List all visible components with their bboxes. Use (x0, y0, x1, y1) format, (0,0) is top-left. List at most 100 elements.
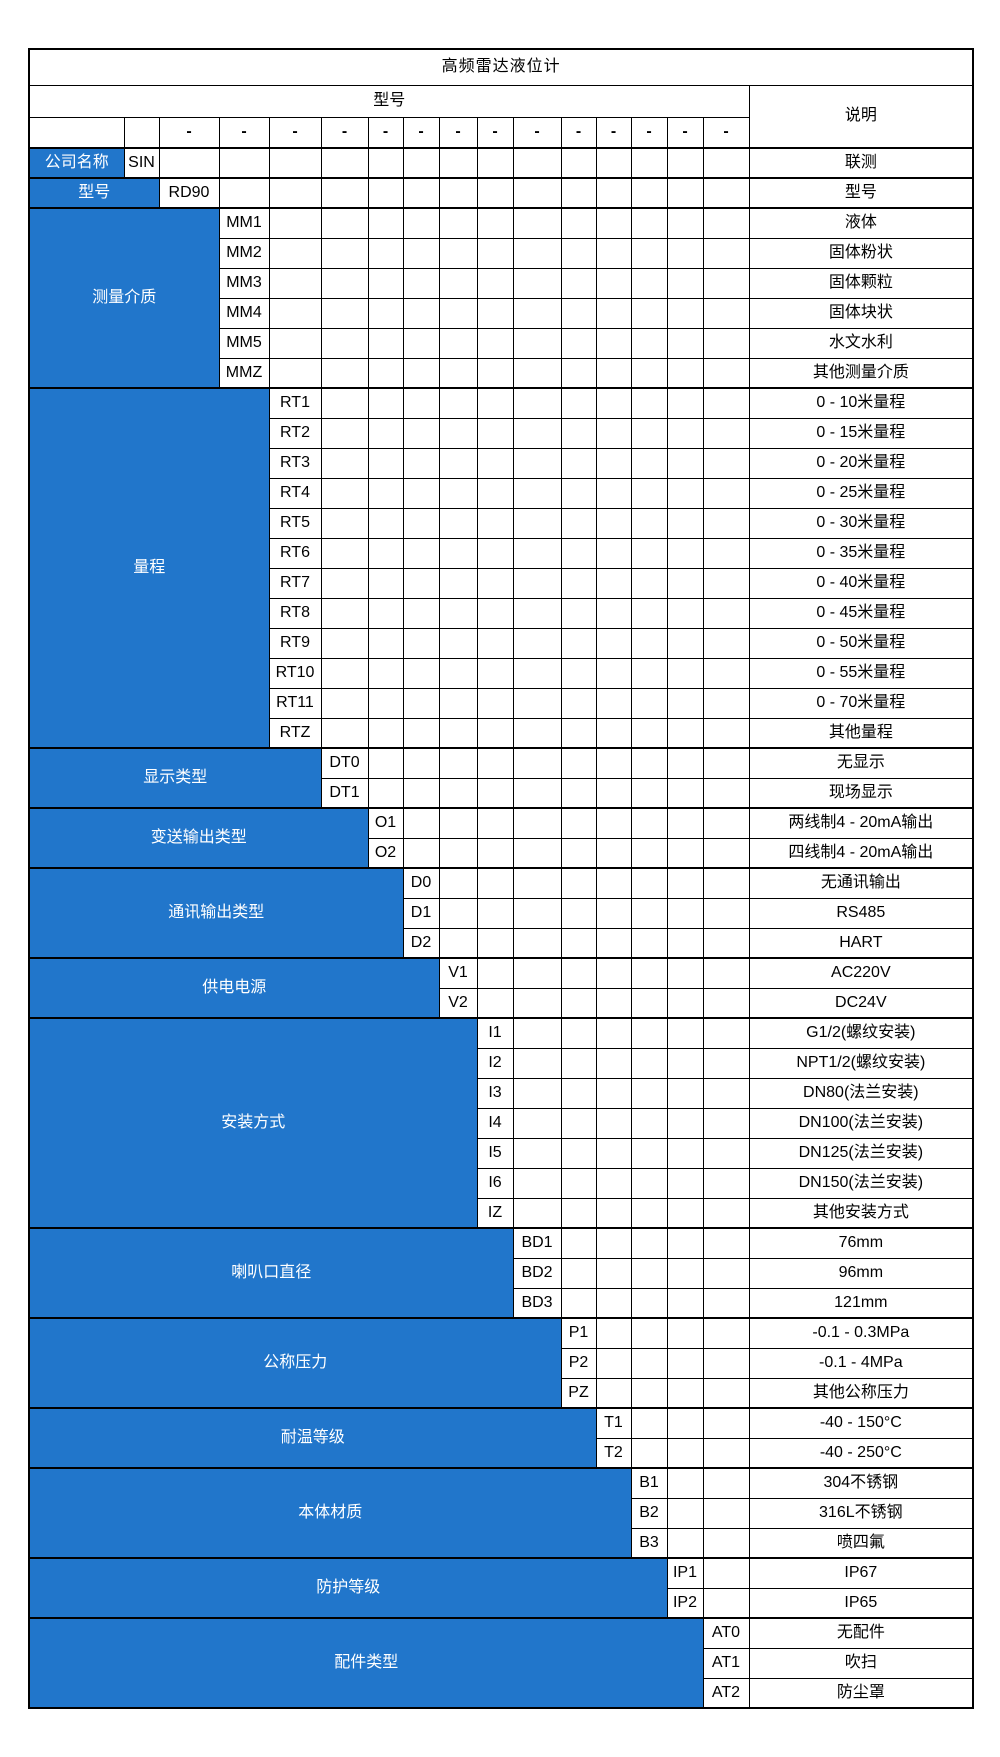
empty-grid-cell (512, 177, 562, 209)
option-code-cell: O2 (367, 837, 404, 869)
option-description-cell: -40 - 150°C (748, 1407, 974, 1439)
empty-grid-cell (630, 537, 668, 569)
empty-grid-cell (595, 357, 632, 389)
option-code-cell: I5 (476, 1137, 514, 1169)
option-description-cell: 固体粉状 (748, 237, 974, 269)
empty-grid-cell (268, 297, 322, 329)
empty-grid-cell (402, 357, 440, 389)
option-code-cell: P2 (560, 1347, 597, 1379)
category-cell: 量程 (28, 387, 270, 749)
option-code-cell: RT5 (268, 507, 322, 539)
title-row: 高频雷达液位计 (28, 48, 974, 86)
empty-grid-cell (702, 657, 750, 689)
empty-grid-cell (595, 777, 632, 809)
option-row: RT10 0 - 55米量程 (29, 657, 974, 689)
empty-grid-cell (666, 1347, 704, 1379)
option-row: IZ 其他安装方式 (29, 1197, 974, 1229)
empty-grid-cell (666, 957, 704, 989)
empty-grid-cell (367, 597, 404, 629)
empty-grid-cell (367, 567, 404, 599)
dash-separator-cell: - (268, 116, 322, 149)
empty-grid-cell (402, 597, 440, 629)
option-row: 公司名称 SIN 联测 (28, 147, 974, 179)
empty-grid-cell (402, 507, 440, 539)
empty-grid-cell (320, 687, 369, 719)
empty-grid-cell (630, 657, 668, 689)
empty-grid-cell (476, 687, 514, 719)
dash-separator-cell: - (560, 116, 597, 149)
dash-empty-cell (28, 116, 125, 149)
empty-grid-cell (595, 1257, 632, 1289)
empty-grid-cell (595, 1377, 632, 1409)
empty-grid-cell (512, 657, 562, 689)
empty-grid-cell (512, 1197, 562, 1229)
option-row: RT11 0 - 70米量程 (29, 687, 974, 719)
option-description-cell: NPT1/2(螺纹安装) (748, 1047, 974, 1079)
option-description-cell: IP65 (748, 1587, 974, 1619)
option-code-cell: B2 (630, 1497, 668, 1529)
empty-grid-cell (560, 147, 597, 179)
empty-grid-cell (702, 1077, 750, 1109)
empty-grid-cell (666, 537, 704, 569)
empty-grid-cell (438, 927, 478, 959)
option-row: 显示类型 DT0 无显示 (28, 747, 974, 809)
empty-grid-cell (702, 1587, 750, 1619)
option-code-cell: RT9 (268, 627, 322, 659)
empty-grid-cell (666, 897, 704, 929)
empty-grid-cell (367, 507, 404, 539)
empty-grid-cell (402, 147, 440, 179)
option-row: 测量介质 MM1 液体 (28, 207, 974, 389)
empty-grid-cell (367, 537, 404, 569)
empty-grid-cell (630, 1377, 668, 1409)
option-code-cell: V2 (438, 987, 478, 1019)
empty-grid-cell (268, 177, 322, 209)
empty-grid-cell (702, 597, 750, 629)
empty-grid-cell (702, 1377, 750, 1409)
option-description-cell: 喷四氟 (748, 1527, 974, 1559)
empty-grid-cell (560, 447, 597, 479)
option-code-cell: IP1 (666, 1557, 704, 1589)
option-row: RT7 0 - 40米量程 (29, 567, 974, 599)
dash-separator-cell: - (320, 116, 369, 149)
option-description-cell: DN100(法兰安装) (748, 1107, 974, 1139)
option-description-cell: 其他安装方式 (748, 1197, 974, 1229)
empty-grid-cell (666, 1497, 704, 1529)
dash-empty-cell (123, 116, 160, 149)
option-code-cell: RT6 (268, 537, 322, 569)
empty-grid-cell (512, 1047, 562, 1079)
empty-grid-cell (402, 627, 440, 659)
option-description-cell: DC24V (748, 987, 974, 1019)
empty-grid-cell (666, 717, 704, 749)
option-code-cell: D1 (402, 897, 440, 929)
empty-grid-cell (512, 897, 562, 929)
empty-grid-cell (512, 267, 562, 299)
option-row: 通讯输出类型 D0 无通讯输出 (28, 867, 974, 959)
empty-grid-cell (595, 387, 632, 419)
empty-grid-cell (320, 267, 369, 299)
empty-grid-cell (476, 177, 514, 209)
option-row: 安装方式 I1 G1/2(螺纹安装) (28, 1017, 974, 1229)
category-cell: 喇叭口直径 (28, 1227, 514, 1319)
option-code-cell: MMZ (218, 357, 270, 389)
option-row: I2 NPT1/2(螺纹安装) (29, 1047, 974, 1079)
option-code-cell: IZ (476, 1197, 514, 1229)
empty-grid-cell (218, 177, 270, 209)
empty-grid-cell (560, 1017, 597, 1049)
empty-grid-cell (666, 297, 704, 329)
option-row: MM3 固体颗粒 (29, 267, 974, 299)
empty-grid-cell (595, 507, 632, 539)
option-description-cell: 0 - 15米量程 (748, 417, 974, 449)
empty-grid-cell (630, 177, 668, 209)
empty-grid-cell (367, 717, 404, 749)
option-description-cell: 无配件 (748, 1617, 974, 1649)
empty-grid-cell (666, 747, 704, 779)
option-row: PZ 其他公称压力 (29, 1377, 974, 1409)
empty-grid-cell (560, 1257, 597, 1289)
empty-grid-cell (512, 1017, 562, 1049)
empty-grid-cell (595, 417, 632, 449)
empty-grid-cell (630, 417, 668, 449)
empty-grid-cell (512, 927, 562, 959)
empty-grid-cell (630, 1347, 668, 1379)
empty-grid-cell (560, 267, 597, 299)
empty-grid-cell (512, 867, 562, 899)
